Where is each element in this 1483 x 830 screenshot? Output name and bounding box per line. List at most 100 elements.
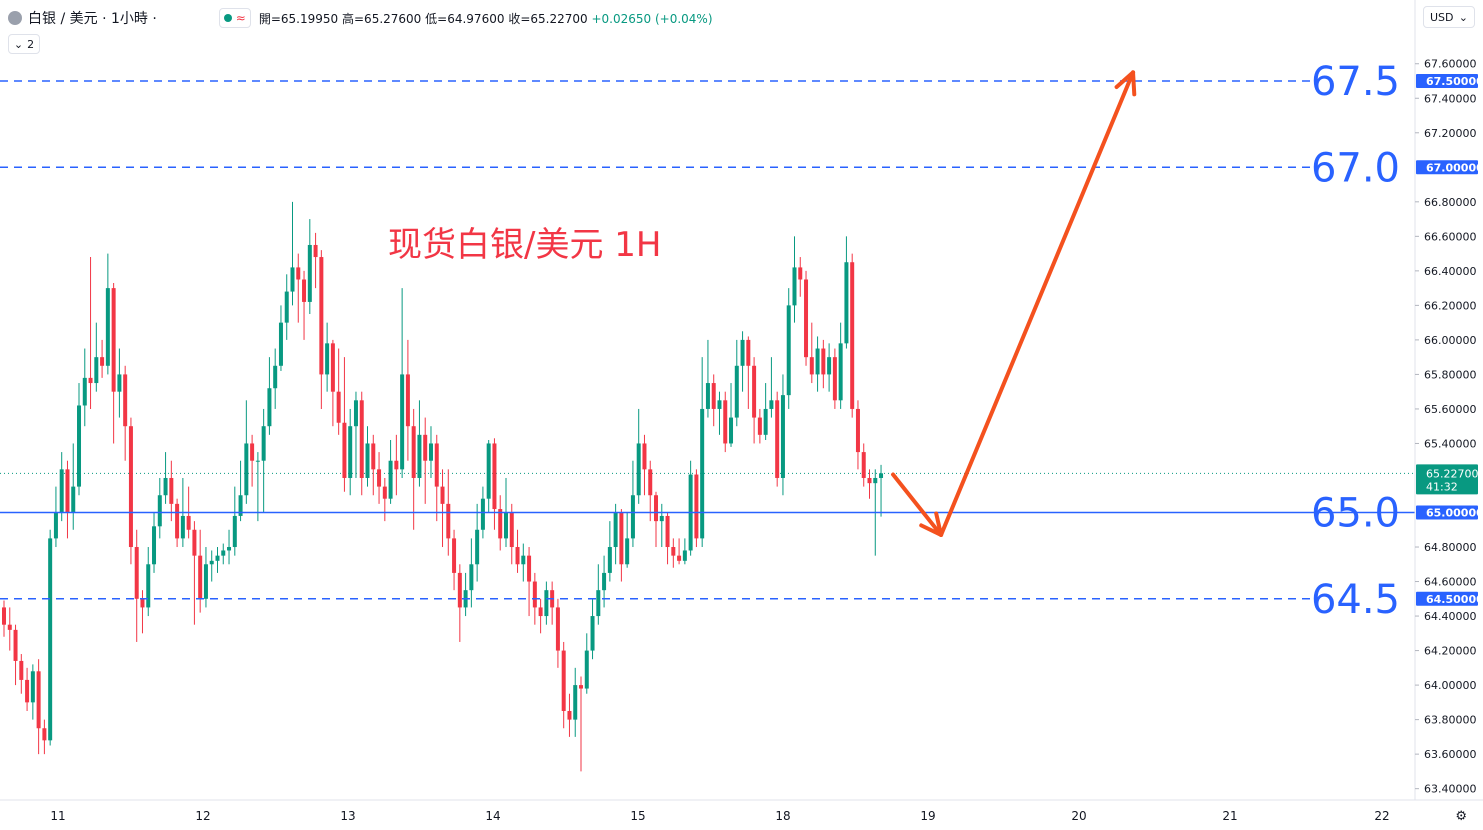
candle [330,339,335,427]
time-tick-label: 12 [195,809,210,823]
settings-gear-icon[interactable]: ⚙ [1455,809,1467,824]
candle [746,336,751,409]
candle [48,529,53,746]
candle [163,452,168,504]
market-open-dot-icon [223,14,232,22]
candle [619,509,624,582]
price-tick-label: 66.60000 [1424,230,1477,243]
candle [250,434,255,487]
time-tick-label: 11 [50,809,65,823]
candle [25,667,30,711]
candle [353,391,358,478]
candle [261,408,266,513]
indicators-toggle[interactable]: ⌄ 2 [8,34,40,54]
candle [527,547,532,617]
candle [192,521,197,625]
candle [659,503,664,548]
candle [105,253,110,375]
time-tick-label: 19 [920,809,935,823]
candle [555,598,560,668]
time-tick-label: 15 [630,809,645,823]
candle [457,564,462,642]
level-price-tag [1416,505,1478,520]
candle [377,452,382,504]
time-tick-label: 14 [485,809,500,823]
candle [844,236,849,349]
candle [648,460,653,522]
level-price-tag-label: 64.50000 [1426,593,1483,606]
candle [879,464,884,517]
bar-countdown: 41:32 [1426,480,1458,493]
candle [290,201,295,306]
time-axis[interactable]: 11 12 13 14 15 18 19 20 21 22 [0,799,1483,823]
candle [775,391,780,487]
price-tick-label: 66.40000 [1424,265,1477,278]
candle [804,270,809,366]
candle [175,498,180,548]
chevron-down-icon: ⌄ [13,37,24,51]
candle [498,495,503,551]
candle [752,357,757,444]
time-tick-label: 13 [340,809,355,823]
candle [365,426,370,487]
candle [117,348,122,418]
candle [134,529,139,642]
candle [77,383,82,496]
candle [7,607,12,651]
market-status[interactable]: ≈ [218,8,251,28]
candle [717,391,722,435]
arrow-segment[interactable] [939,70,1136,537]
candle [584,633,589,694]
candle [59,452,64,522]
horizontal-levels[interactable]: 67.5 67.0 65.0 64.5 [0,59,1415,623]
arrow-head [1131,70,1137,97]
candle [602,555,607,608]
candle [827,343,832,392]
candle [544,581,549,625]
price-tick-label: 64.80000 [1424,541,1477,554]
price-tick-label: 67.20000 [1424,127,1477,140]
candle [278,305,283,371]
wave-icon: ≈ [235,11,246,25]
change-value: +0.02650 (+0.04%) [591,11,713,26]
arrow-head [1114,70,1136,89]
candle [463,572,468,617]
candle [371,434,376,496]
candle [417,400,422,487]
candle [221,543,226,565]
price-tick-label: 65.60000 [1424,403,1477,416]
price-tick-label: 66.80000 [1424,196,1477,209]
candles [2,201,884,772]
chart-annotation-title: 现货白银/美元 1H [388,225,661,265]
currency-selector[interactable]: USD ⌄ [1423,6,1475,28]
candle [855,400,860,470]
candle [734,339,739,427]
currency-label: USD [1430,10,1454,24]
candle [255,452,260,522]
projection-arrow[interactable] [891,70,1137,537]
candle [65,460,70,539]
candle [815,336,820,392]
candle [428,426,433,478]
level-label: 67.5 [1311,59,1400,105]
candle [238,460,243,522]
candle [492,438,497,530]
arrow-segment[interactable] [891,472,944,537]
close-value: 收=65.22700 [508,11,588,26]
indicator-count: 2 [27,37,35,51]
candle [382,477,387,522]
price-tick-label: 64.40000 [1424,610,1477,623]
candle [780,374,785,496]
candle [123,365,128,461]
level-price-tag-label: 67.50000 [1426,75,1483,88]
price-axis[interactable]: 67.60000 67.40000 67.20000 66.80000 66.60000… [1414,0,1483,800]
symbol-title[interactable]: 白银 / 美元 · 1小時 · [28,11,157,27]
price-tick-label: 64.60000 [1424,576,1477,589]
candle [388,440,393,504]
candle [267,357,272,435]
candle [561,641,566,729]
candle [227,529,232,565]
candle [838,322,843,409]
price-tick-label: 64.00000 [1424,679,1477,692]
